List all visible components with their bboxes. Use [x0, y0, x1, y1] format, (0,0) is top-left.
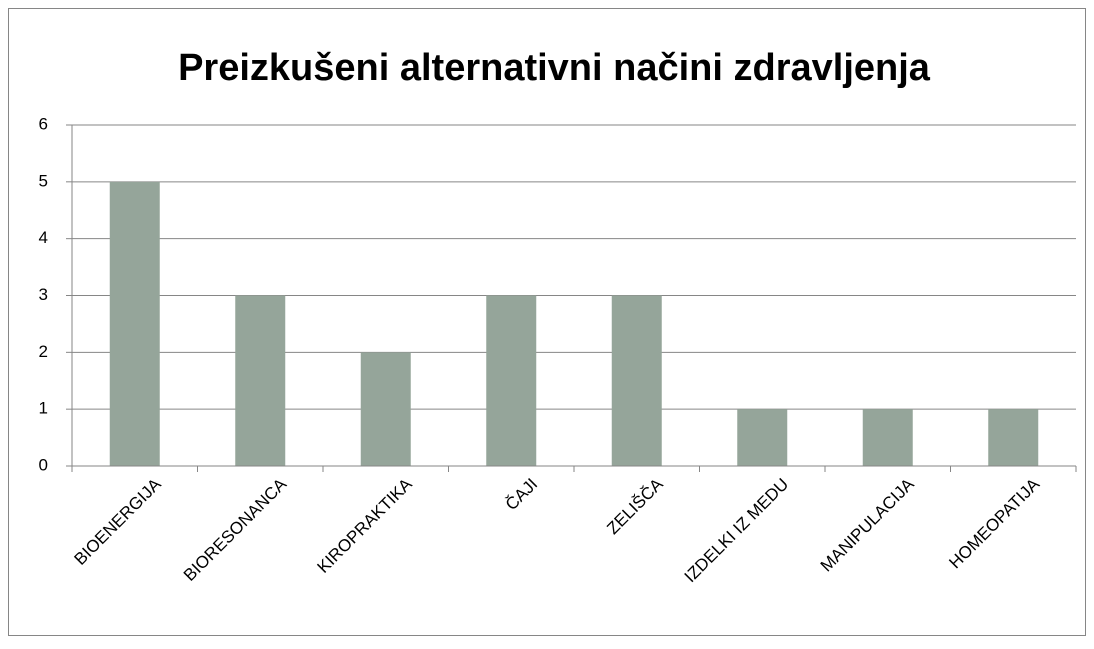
bar	[988, 409, 1039, 466]
chart-title: Preizkušeni alternativni načini zdravlje…	[178, 47, 931, 89]
bar	[611, 295, 662, 466]
y-tick-label: 3	[39, 285, 48, 304]
bar	[360, 352, 411, 466]
y-tick-label: 6	[39, 114, 48, 133]
bar	[737, 409, 788, 466]
bar	[109, 181, 160, 467]
y-tick-label: 4	[39, 228, 48, 247]
y-tick-label: 1	[39, 399, 48, 418]
y-tick-label: 0	[39, 455, 48, 474]
bar	[235, 295, 286, 466]
y-tick-label: 2	[39, 342, 48, 361]
y-tick-label: 5	[39, 171, 48, 190]
bar	[486, 295, 537, 466]
bar	[862, 409, 913, 466]
chart-border	[8, 8, 1086, 636]
